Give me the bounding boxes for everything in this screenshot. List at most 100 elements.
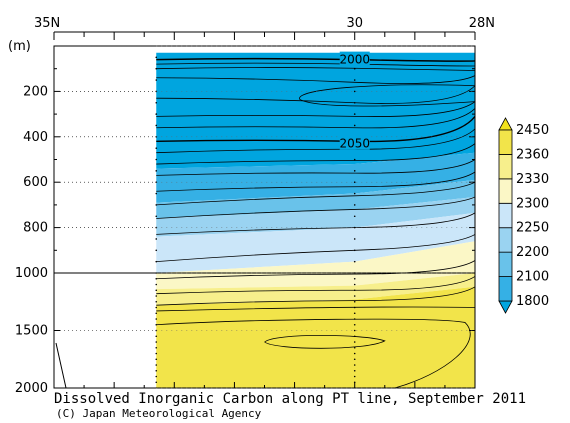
legend-label: 2300 (516, 196, 549, 211)
contour-line (264, 334, 386, 349)
color-bands (156, 52, 475, 388)
sample-dot (155, 346, 158, 349)
sample-dot (353, 249, 356, 252)
legend-swatch (498, 202, 513, 229)
sample-dot (155, 369, 158, 372)
y-unit-label: (m) (8, 39, 31, 54)
sample-dot (353, 300, 356, 303)
sample-dot (353, 306, 356, 309)
legend-swatch (498, 154, 513, 180)
x-axis-ticks: 35N 30 28N (34, 16, 495, 388)
legend-swatch (498, 117, 513, 131)
contour-line (156, 108, 475, 129)
credit-text: (C) Japan Meteorological Agency (56, 407, 262, 420)
sample-dot (155, 323, 158, 326)
contour-line (156, 75, 475, 84)
sample-dot (155, 124, 158, 127)
contour-label: 2000 (339, 53, 370, 67)
contour-line (156, 318, 471, 388)
contour-line (156, 85, 475, 104)
legend-swatch (498, 276, 513, 302)
sample-dot (353, 204, 356, 206)
sample-dot (353, 113, 356, 115)
contour-line (156, 143, 475, 165)
sample-dot (155, 147, 158, 149)
sample-dot (155, 170, 158, 172)
contour-line (156, 286, 475, 306)
color-band (156, 52, 475, 169)
sample-dot (353, 295, 356, 297)
color-band (156, 241, 475, 290)
contour-line (156, 181, 475, 206)
sample-dot (353, 181, 356, 183)
sample-dot (353, 124, 356, 127)
sample-dot (155, 341, 158, 343)
y-tick-label: 600 (23, 175, 48, 190)
y-axis-ticks: 200 400 600 800 1000 1500 2000 (15, 45, 475, 396)
sample-dot (155, 295, 158, 297)
sample-dot (155, 192, 158, 195)
sample-dot (353, 158, 356, 161)
contour-line (156, 171, 475, 192)
sample-dot (155, 306, 158, 309)
sample-dot (353, 283, 356, 286)
y-tick-label: 200 (23, 84, 48, 99)
color-band (156, 273, 475, 306)
color-band (156, 196, 475, 237)
sample-dot (155, 352, 158, 355)
sample-dot (353, 323, 356, 326)
legend-swatch (498, 129, 513, 155)
sample-dot (155, 358, 158, 361)
y-tick-label: 800 (23, 221, 48, 236)
sample-dot (353, 358, 356, 361)
contour-line (156, 276, 475, 295)
color-legend: 1800 2100 2200 2250 2300 2330 2360 2450 (498, 117, 549, 314)
sample-dot (353, 329, 356, 332)
sample-dot (353, 79, 356, 81)
legend-label: 2360 (516, 147, 549, 162)
legend-swatch (498, 178, 513, 204)
sample-dot (155, 215, 158, 218)
sample-dot (353, 289, 356, 292)
legend-swatch (498, 251, 513, 277)
contour-labels: 2000 2050 (339, 51, 370, 151)
sample-dot (353, 90, 356, 93)
contour-line (299, 84, 475, 107)
sample-dot (353, 260, 356, 263)
sample-dot (155, 289, 158, 292)
legend-label: 2200 (516, 245, 549, 260)
sample-dot (155, 56, 158, 59)
sample-dot (155, 204, 158, 206)
sample-dot (353, 238, 356, 240)
sample-dot (155, 335, 158, 338)
sample-dot (155, 283, 158, 286)
y-tick-label: 2000 (15, 381, 48, 396)
sample-dot (353, 192, 356, 195)
legend-label: 1800 (516, 294, 549, 309)
contour-line (156, 196, 475, 219)
contour-line (156, 67, 475, 71)
sample-dot (353, 352, 356, 355)
chart-title: Dissolved Inorganic Carbon along PT line… (54, 391, 526, 407)
sample-dot (353, 375, 356, 378)
sample-dot (155, 249, 158, 252)
y-tick-label: 1500 (15, 324, 48, 339)
legend-label: 2250 (516, 221, 549, 236)
sample-dot (155, 312, 158, 315)
legend-swatch (498, 300, 513, 314)
sample-dot (353, 226, 356, 229)
sample-dot (155, 300, 158, 303)
contour-line (156, 159, 475, 176)
y-tick-label: 1000 (15, 266, 48, 281)
sample-dot (155, 113, 158, 115)
legend-label: 2450 (516, 123, 549, 138)
sample-dot (155, 381, 158, 384)
sample-dot (155, 318, 158, 320)
sample-points (155, 56, 356, 388)
sample-dot (155, 79, 158, 81)
contour-line (156, 260, 475, 280)
sample-dot (353, 101, 356, 104)
color-band (156, 212, 475, 273)
legend-swatch (498, 227, 513, 253)
